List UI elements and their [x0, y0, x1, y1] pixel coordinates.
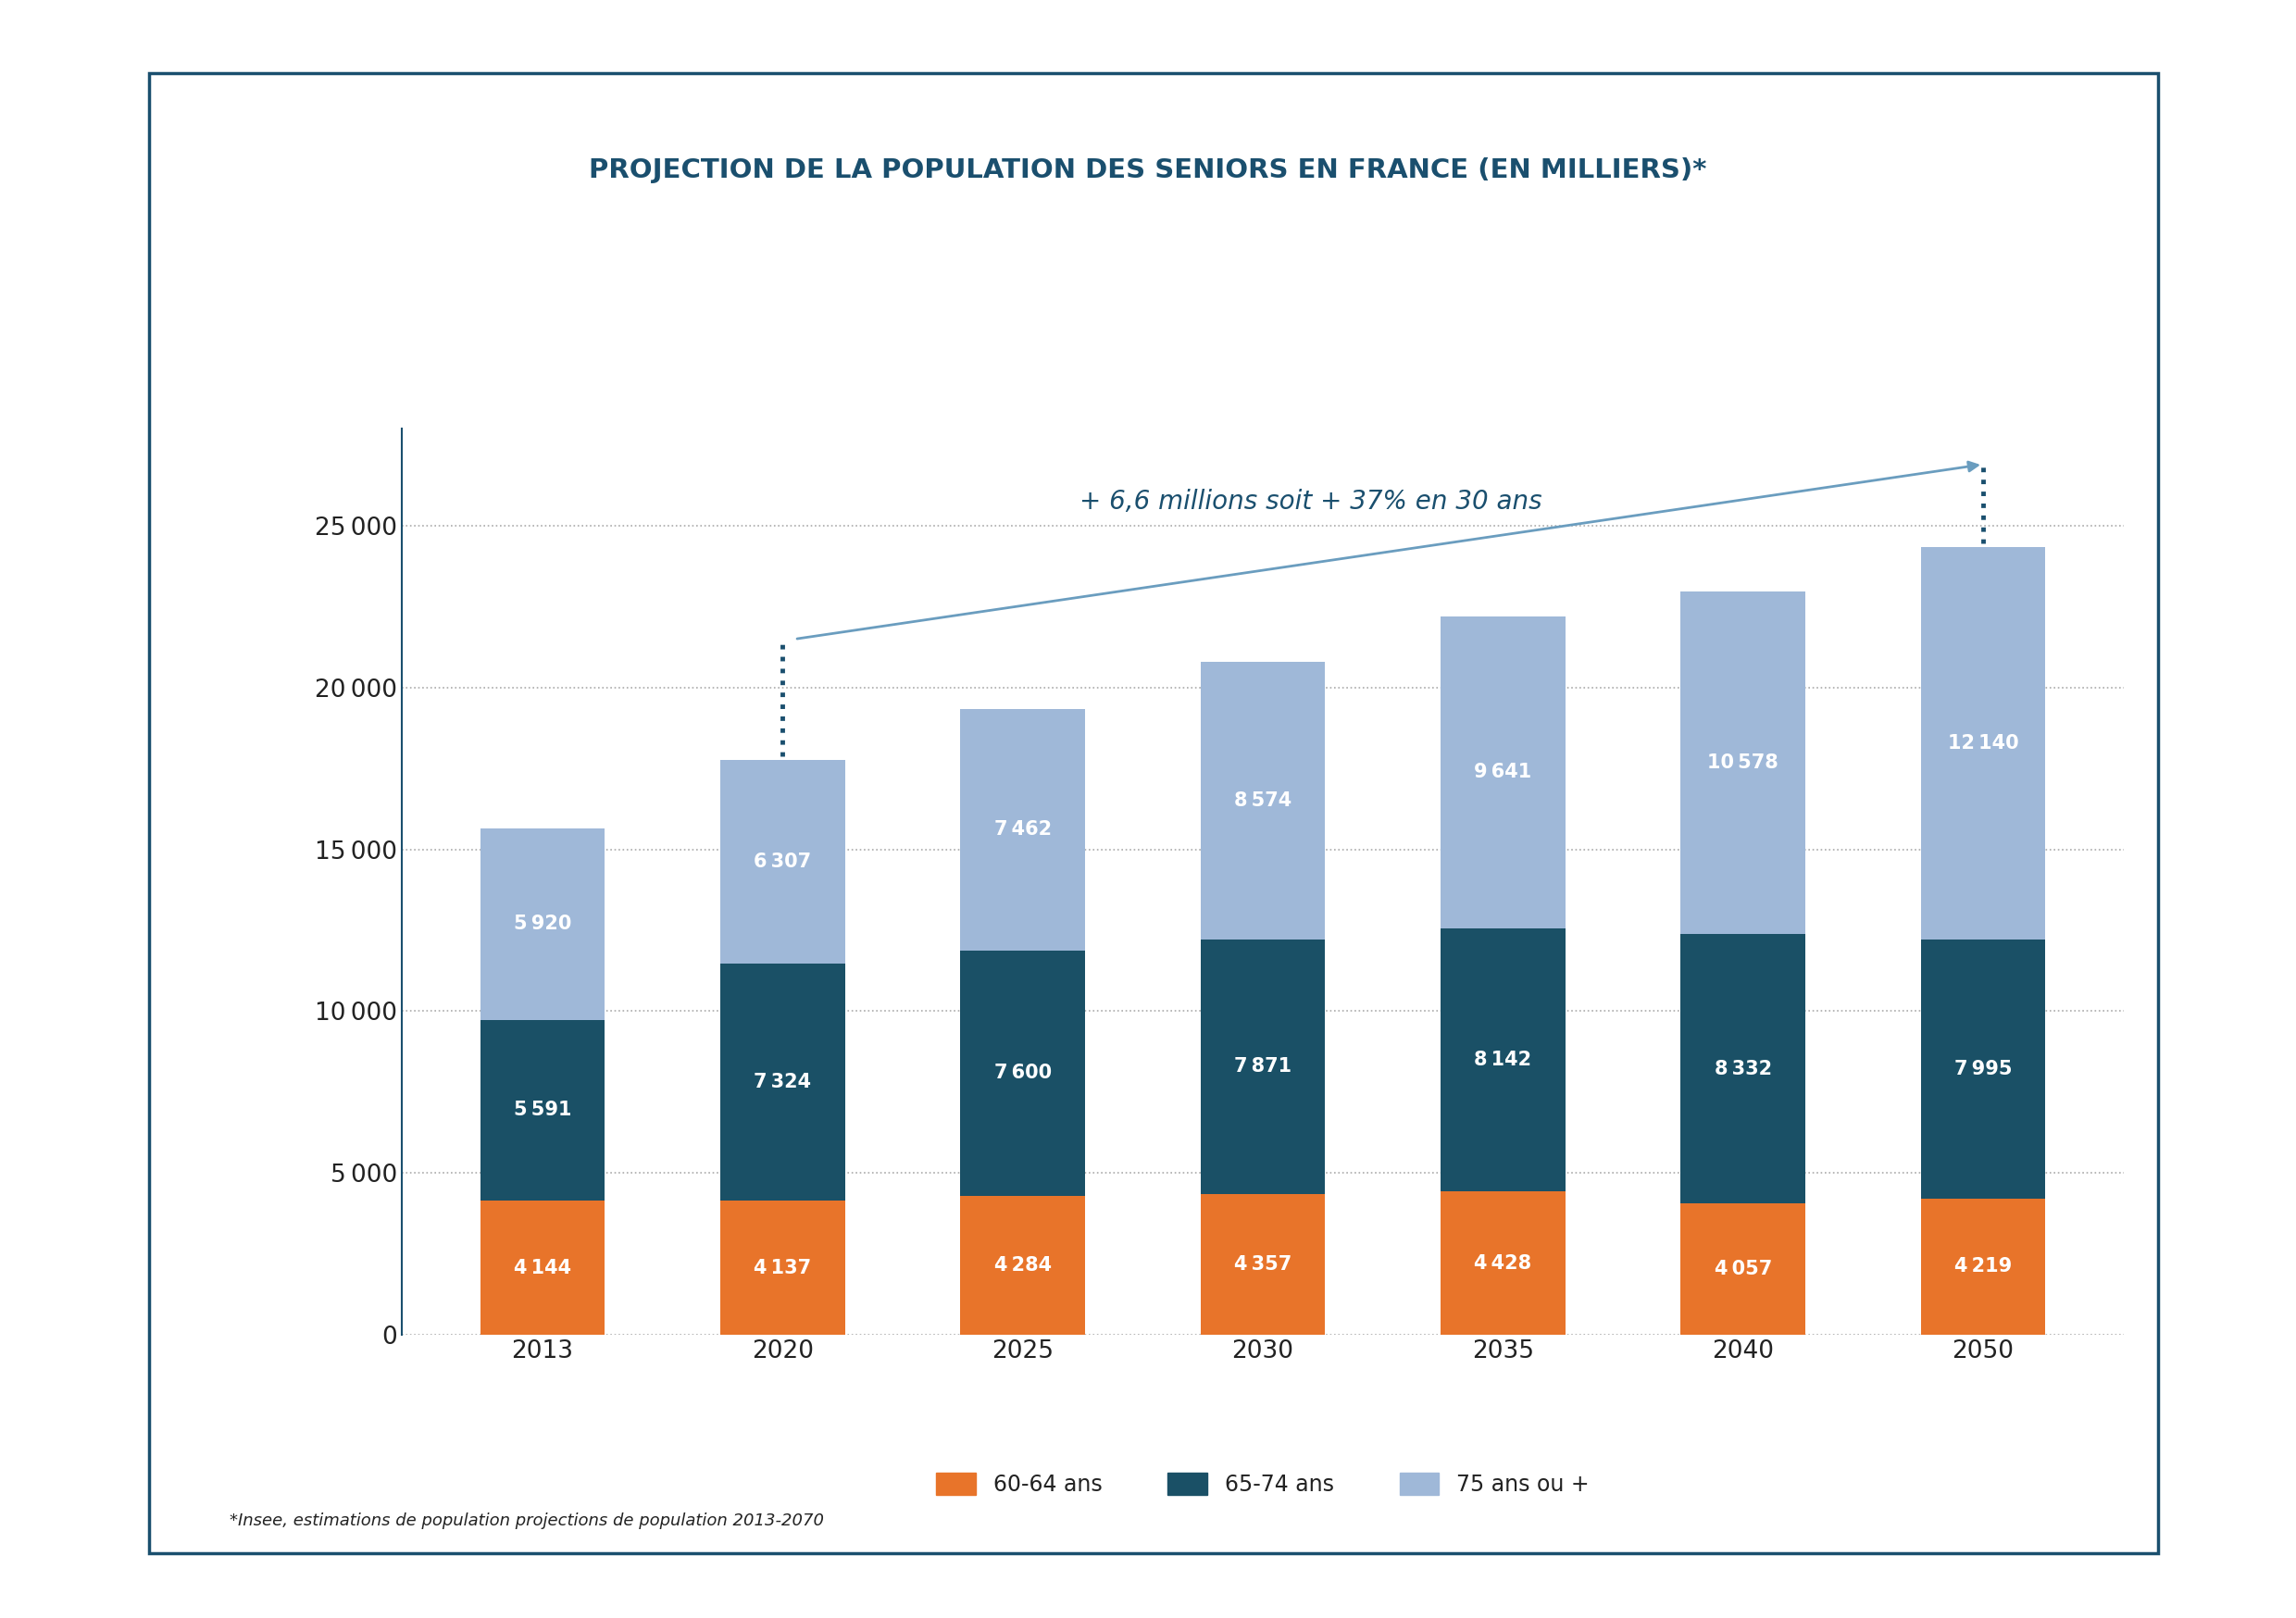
Text: 4 284: 4 284 — [994, 1256, 1052, 1275]
Bar — [721, 1201, 845, 1335]
Text: + 6,6 millions soit + 37% en 30 ans: + 6,6 millions soit + 37% en 30 ans — [1079, 489, 1543, 515]
Bar — [960, 709, 1086, 950]
Text: 7 324: 7 324 — [753, 1073, 810, 1092]
Bar — [1922, 940, 2046, 1199]
Text: 7 871: 7 871 — [1233, 1057, 1293, 1076]
Bar — [960, 1196, 1086, 1335]
Text: 7 462: 7 462 — [994, 820, 1052, 838]
Bar — [721, 760, 845, 964]
Text: 12 140: 12 140 — [1947, 735, 2018, 752]
Text: 4 137: 4 137 — [753, 1259, 810, 1277]
Text: 7 600: 7 600 — [994, 1065, 1052, 1082]
Text: 7 995: 7 995 — [1954, 1060, 2011, 1078]
Text: 5 920: 5 920 — [514, 914, 572, 934]
Text: 6 307: 6 307 — [753, 853, 810, 870]
Bar — [1440, 929, 1566, 1191]
Bar — [1201, 662, 1325, 938]
Text: 4 219: 4 219 — [1954, 1257, 2011, 1277]
Text: *Insee, estimations de population projections de population 2013-2070: *Insee, estimations de population projec… — [230, 1513, 824, 1529]
Bar — [1681, 592, 1805, 934]
Bar — [1440, 1191, 1566, 1335]
Text: 9 641: 9 641 — [1474, 762, 1531, 781]
Bar — [480, 1201, 604, 1335]
Bar — [1922, 547, 2046, 940]
Text: 5 591: 5 591 — [514, 1100, 572, 1120]
Text: 4 357: 4 357 — [1233, 1256, 1293, 1273]
Bar — [960, 950, 1086, 1196]
Text: 8 574: 8 574 — [1233, 791, 1293, 809]
Text: PROJECTION DE LA POPULATION DES SENIORS EN FRANCE (EN MILLIERS)*: PROJECTION DE LA POPULATION DES SENIORS … — [590, 157, 1706, 183]
Bar — [1681, 1204, 1805, 1335]
Text: 4 057: 4 057 — [1715, 1260, 1773, 1278]
Text: 10 578: 10 578 — [1708, 754, 1779, 772]
Text: 8 332: 8 332 — [1715, 1060, 1773, 1078]
Text: 4 428: 4 428 — [1474, 1254, 1531, 1272]
Bar — [721, 964, 845, 1201]
Bar — [1922, 1199, 2046, 1335]
Legend: 60-64 ans, 65-74 ans, 75 ans ou +: 60-64 ans, 65-74 ans, 75 ans ou + — [928, 1464, 1598, 1505]
Text: 4 144: 4 144 — [514, 1259, 572, 1277]
Bar — [1201, 1194, 1325, 1335]
Bar — [480, 828, 604, 1019]
Bar — [1201, 938, 1325, 1194]
Text: 8 142: 8 142 — [1474, 1050, 1531, 1069]
Bar — [1681, 934, 1805, 1204]
Bar — [1440, 616, 1566, 929]
Bar — [480, 1019, 604, 1201]
